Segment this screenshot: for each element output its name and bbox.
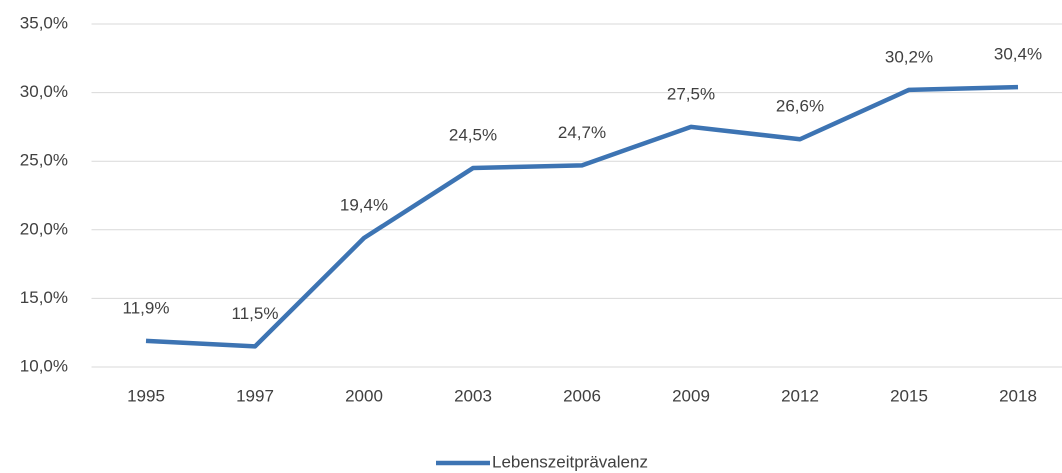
x-tick-label: 2003 <box>454 386 492 405</box>
x-tick-label: 2018 <box>999 386 1037 405</box>
y-tick-label: 20,0% <box>20 219 68 238</box>
x-tick-label: 1995 <box>127 386 165 405</box>
data-label: 11,9% <box>123 298 170 317</box>
x-tick-label: 2015 <box>890 386 928 405</box>
data-label: 11,5% <box>232 304 279 323</box>
y-tick-label: 10,0% <box>20 356 68 375</box>
x-tick-label: 2009 <box>672 386 710 405</box>
series-line <box>145 84 1019 349</box>
data-label: 24,5% <box>449 126 497 145</box>
x-tick-label: 2000 <box>345 386 383 405</box>
data-label: 27,5% <box>667 84 715 103</box>
y-tick-label: 30,0% <box>20 82 68 101</box>
y-tick-label: 35,0% <box>20 13 68 32</box>
data-label: 24,7% <box>558 123 606 142</box>
x-tick-label: 2012 <box>781 386 819 405</box>
data-label: 30,2% <box>885 47 933 66</box>
x-tick-label: 1997 <box>236 386 274 405</box>
y-tick-label: 15,0% <box>20 288 68 307</box>
data-label: 19,4% <box>340 196 388 215</box>
data-label: 30,4% <box>994 45 1042 64</box>
legend-label: Lebenszeitprävalenz <box>492 452 648 471</box>
x-tick-label: 2006 <box>563 386 601 405</box>
data-label: 26,6% <box>776 97 824 116</box>
y-tick-label: 25,0% <box>20 151 68 170</box>
